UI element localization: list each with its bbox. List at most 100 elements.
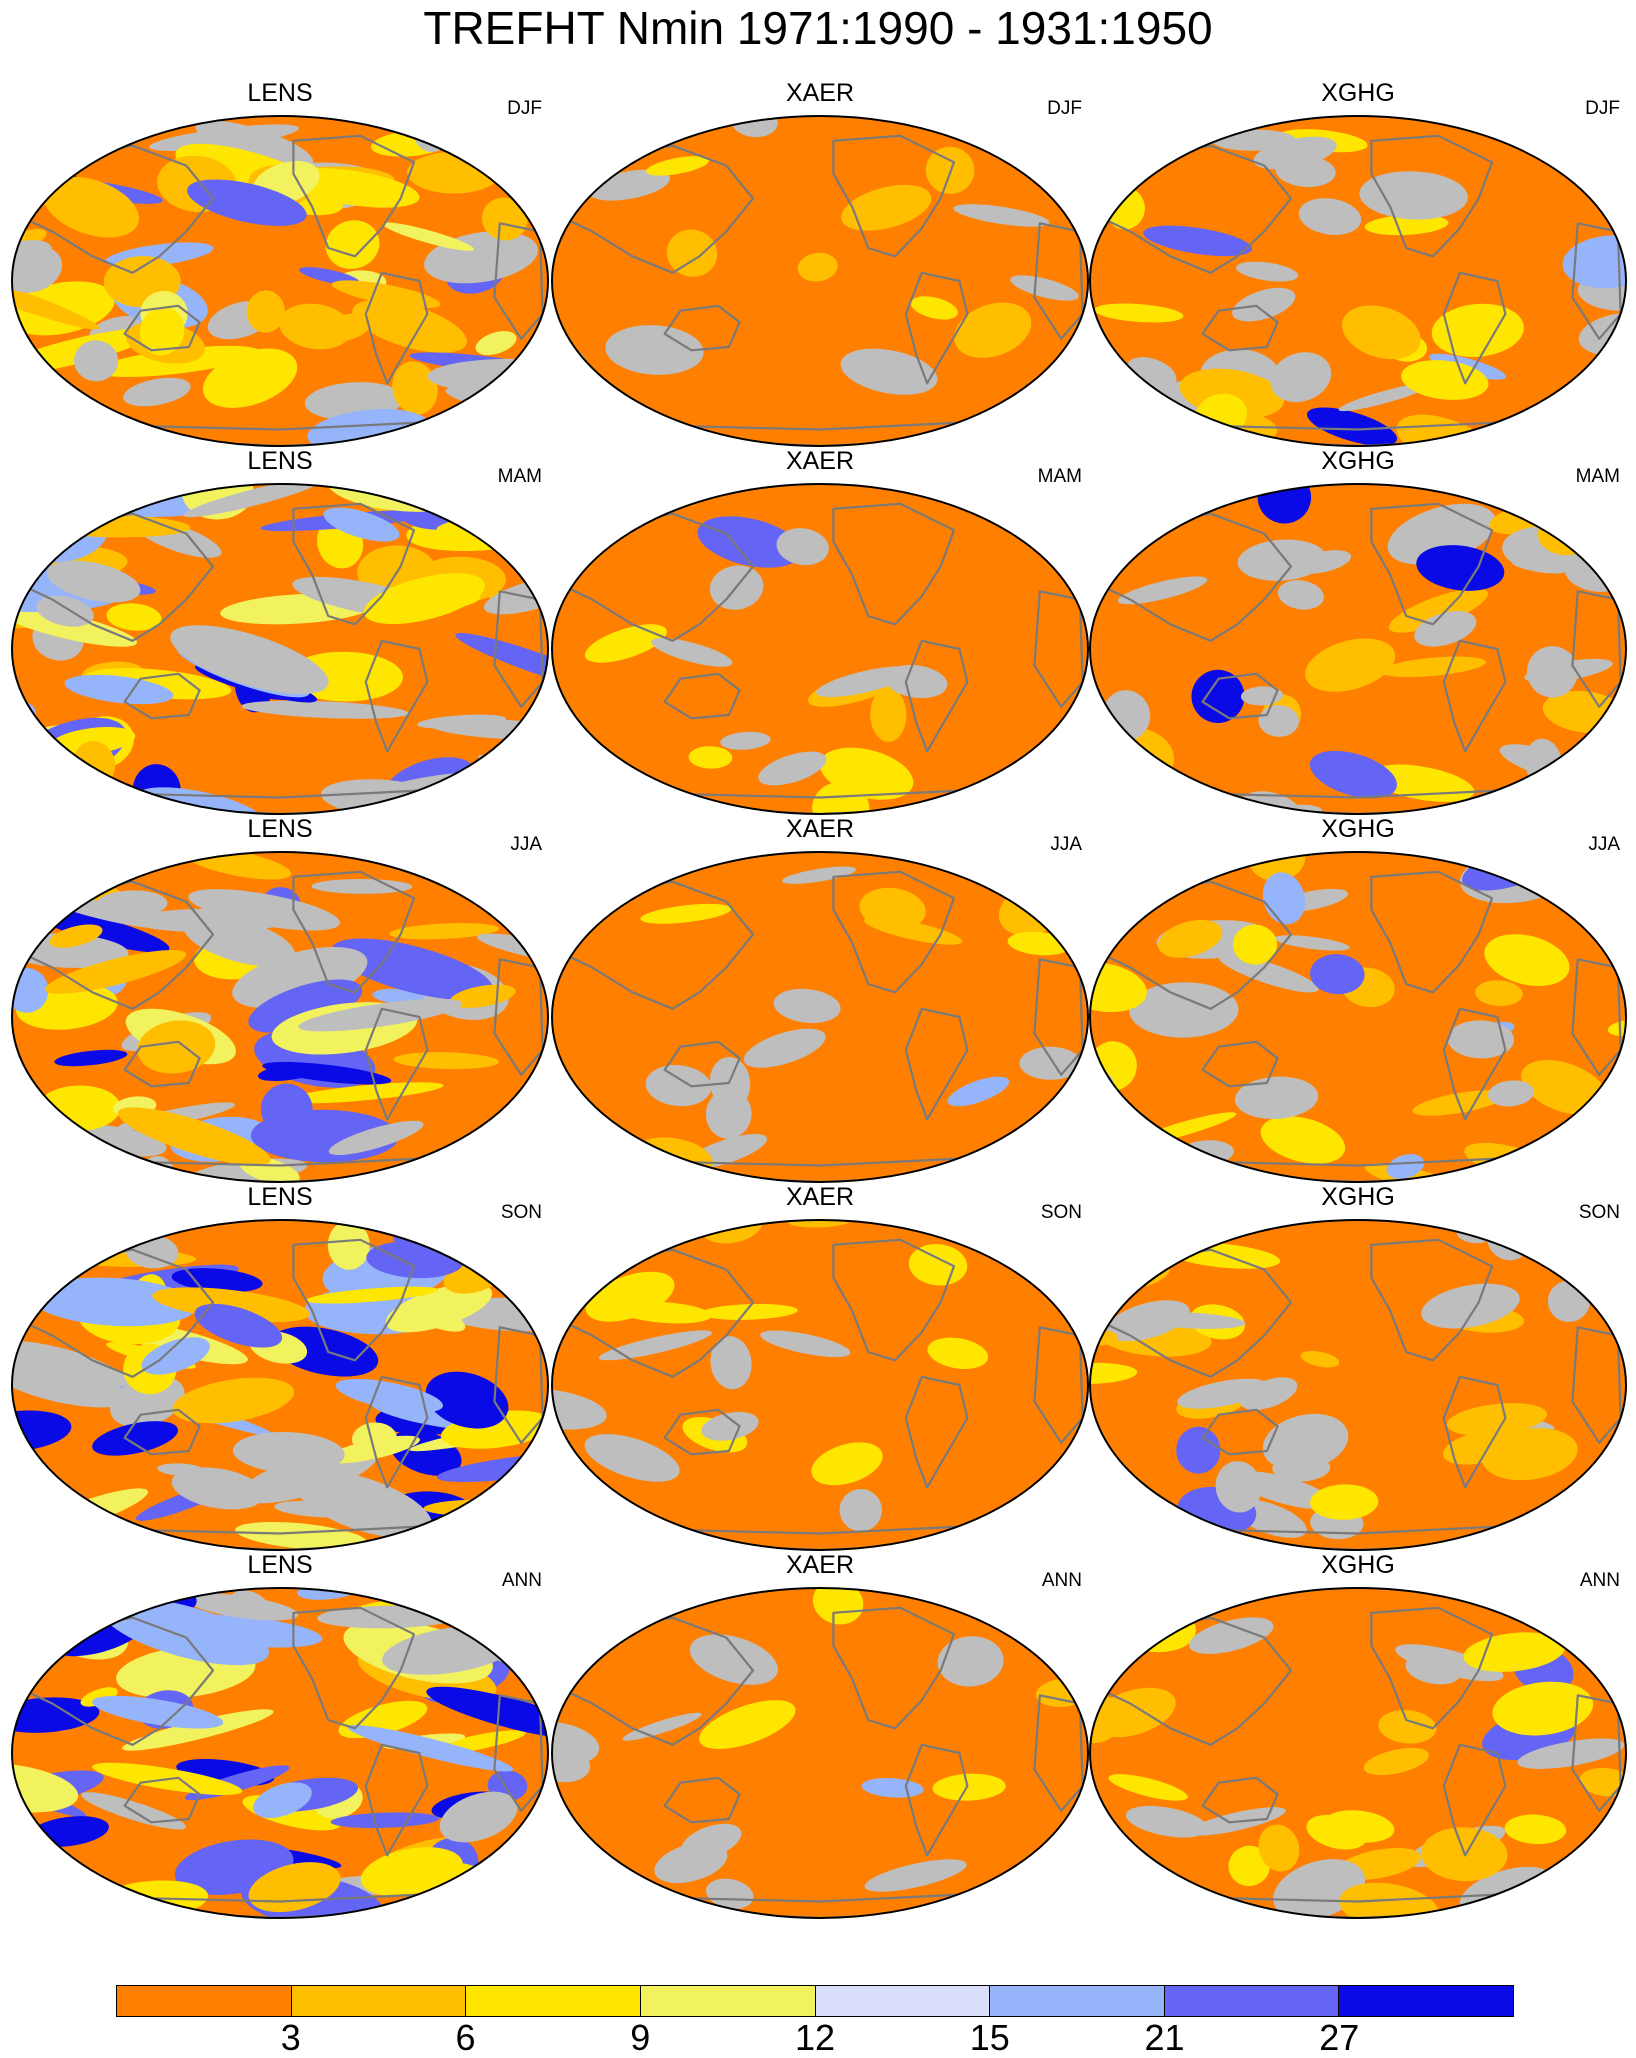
field-region	[654, 1842, 728, 1884]
field-region	[1378, 1710, 1437, 1744]
field-region	[232, 1431, 345, 1474]
field-region	[170, 625, 329, 695]
field-region	[235, 1522, 367, 1550]
field-region	[323, 507, 400, 542]
field-region	[449, 984, 516, 1008]
field-region	[187, 179, 307, 226]
field-region	[12, 269, 100, 330]
field-region	[317, 313, 373, 343]
robinson-map	[1089, 115, 1627, 447]
field-region	[1395, 1644, 1504, 1682]
field-region	[776, 528, 829, 566]
field-region	[1177, 1378, 1269, 1409]
field-region	[689, 1634, 778, 1685]
field-region	[294, 1470, 433, 1539]
coastline	[364, 271, 429, 385]
field-region	[1117, 576, 1208, 605]
field-region	[1295, 550, 1352, 574]
field-region	[347, 1725, 514, 1772]
field-region	[74, 340, 119, 382]
colorbar-tick-label: 21	[1144, 2017, 1185, 2058]
coastline	[904, 639, 969, 753]
field-region	[426, 1686, 548, 1740]
panel-model-label: LENS	[247, 447, 313, 475]
map-border	[551, 483, 1089, 815]
field-region	[552, 1388, 607, 1430]
field-region	[782, 866, 857, 884]
field-region	[1010, 275, 1079, 301]
field-region	[49, 924, 103, 948]
colorbar-tick-label: 12	[794, 2017, 836, 2058]
field-region	[666, 229, 718, 277]
coastline	[663, 1408, 741, 1456]
panel-season-label: JJA	[510, 834, 542, 855]
panel-season-label: DJF	[507, 98, 542, 119]
field-region	[436, 513, 516, 533]
field-region	[720, 731, 771, 750]
field-region	[122, 1709, 274, 1751]
field-region	[335, 1378, 444, 1413]
map-panel: LENS ANN	[10, 1550, 550, 1920]
field-region	[1338, 382, 1432, 412]
field-region	[1476, 852, 1563, 864]
field-region	[1090, 962, 1147, 1013]
field-region	[1359, 171, 1468, 220]
field-region	[1228, 1845, 1271, 1887]
field-region	[605, 325, 704, 375]
field-region	[48, 1220, 85, 1253]
field-region	[552, 1743, 591, 1783]
coastline	[292, 1238, 416, 1362]
robinson-map	[11, 1587, 549, 1919]
field-region	[859, 887, 926, 930]
field-region	[425, 1371, 509, 1429]
field-region	[1191, 669, 1245, 723]
field-region	[1258, 1824, 1300, 1872]
field-region	[1456, 1220, 1498, 1244]
coastline	[1370, 134, 1494, 258]
field-region	[1094, 303, 1184, 323]
field-region	[475, 331, 517, 356]
map-panel: XAER DJF	[550, 78, 1090, 448]
field-region	[1007, 507, 1088, 532]
coastline	[904, 1375, 969, 1489]
field-region	[117, 1107, 271, 1166]
coastline	[1033, 222, 1084, 340]
coastline	[493, 590, 544, 708]
field-region	[811, 1442, 883, 1486]
panel-season-label: MAM	[497, 466, 542, 487]
coastline	[1442, 1743, 1507, 1857]
panel-model-label: XAER	[785, 1183, 855, 1211]
field-region	[885, 664, 948, 699]
coastline	[493, 958, 544, 1076]
field-region	[385, 1283, 493, 1333]
panel-season-label: ANN	[1041, 1570, 1082, 1591]
field-region	[232, 946, 368, 1009]
map-border	[11, 1587, 549, 1919]
field-region	[43, 176, 139, 238]
field-region	[1431, 303, 1524, 358]
field-region	[332, 938, 494, 1000]
field-region	[1218, 954, 1319, 993]
field-region	[640, 903, 732, 924]
field-region	[908, 1244, 968, 1286]
field-region	[92, 1421, 179, 1456]
panel-model-label: LENS	[247, 1551, 313, 1579]
map-border	[1089, 483, 1627, 815]
field-region	[1277, 580, 1324, 610]
field-region	[1298, 198, 1362, 235]
map-panel: XGHG ANN	[1088, 1550, 1628, 1920]
field-region	[186, 1593, 299, 1621]
field-region	[382, 222, 475, 251]
field-region	[1421, 1283, 1520, 1329]
field-region	[253, 1782, 312, 1819]
map-border	[11, 115, 549, 447]
field-region	[46, 560, 141, 603]
field-region	[202, 348, 298, 408]
robinson-map	[11, 1219, 549, 1551]
field-region	[1262, 1413, 1349, 1471]
map-panel: LENS DJF	[10, 78, 550, 448]
colorbar-tick-label: 6	[455, 2017, 476, 2058]
field-region	[1274, 935, 1350, 951]
field-region	[1260, 1116, 1346, 1164]
field-region	[700, 1303, 798, 1320]
